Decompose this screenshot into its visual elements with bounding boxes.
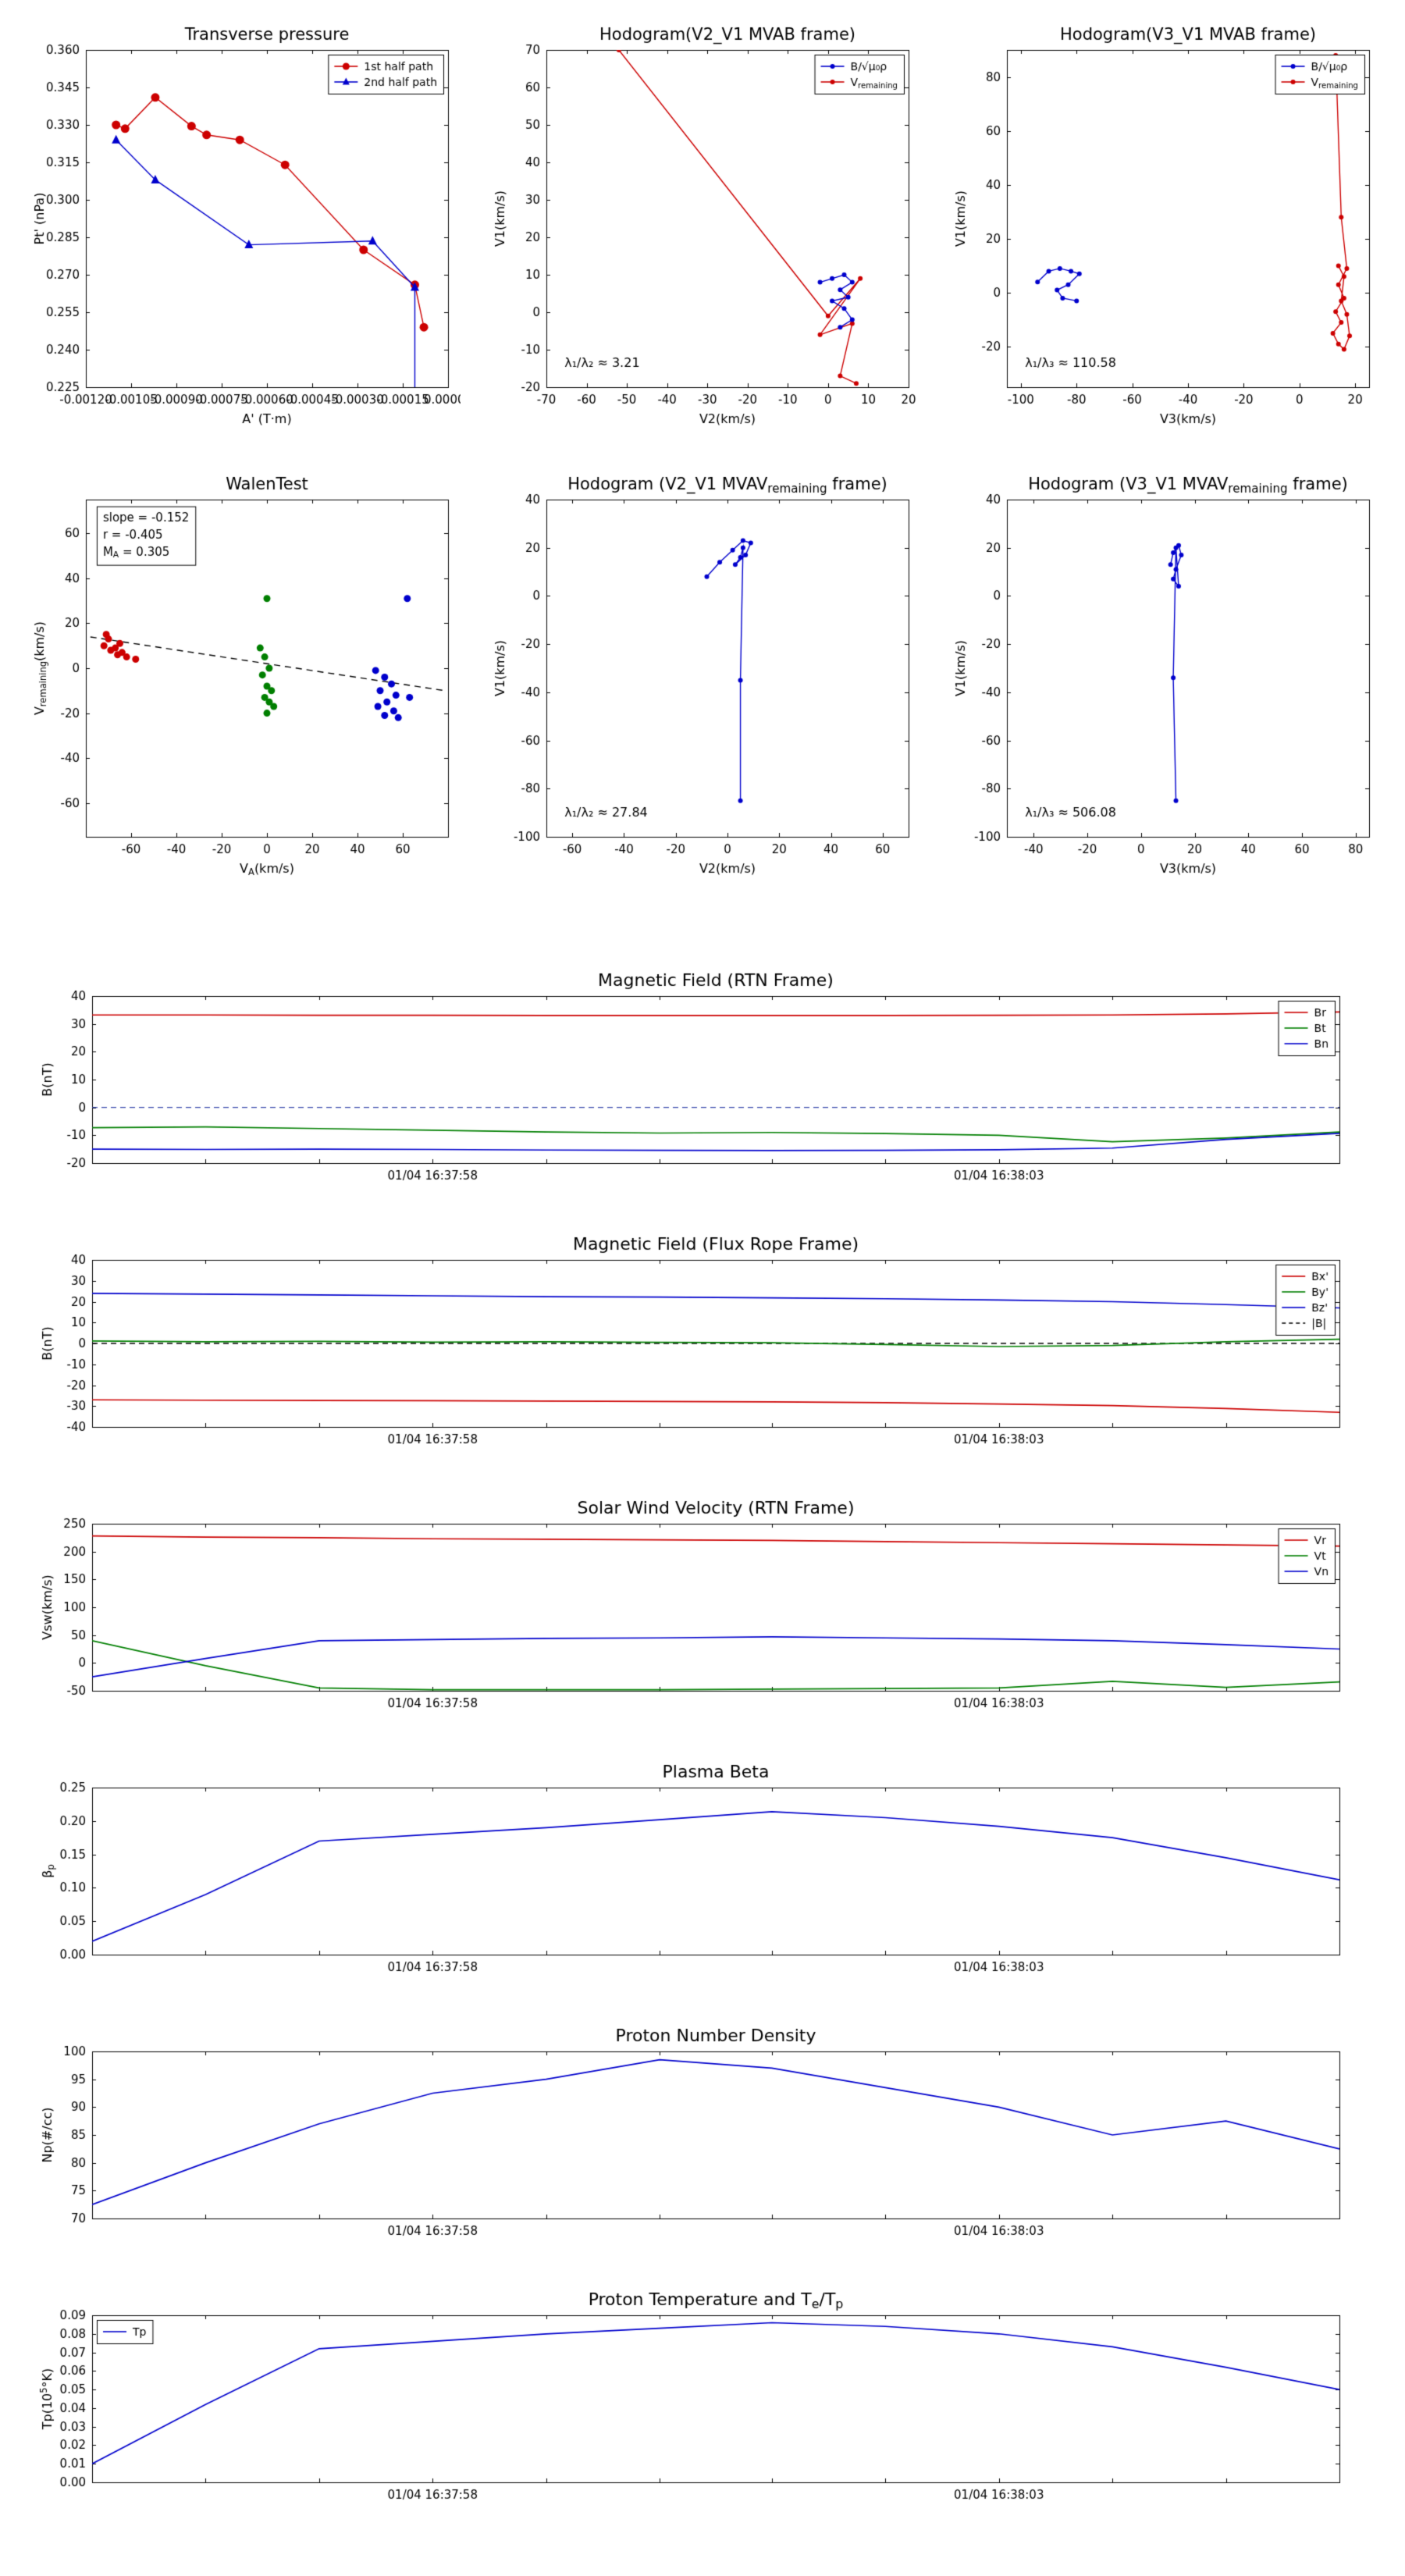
hodogram-v3v1-mvav-canvas: [944, 464, 1382, 885]
hodogram-v3v1-mvab-canvas: [944, 14, 1382, 436]
panel-magnetic-field-rtn: [0, 970, 1405, 1196]
figure-page: [0, 14, 1405, 2515]
plot-hodogram-v2v1-mvav: [484, 464, 921, 885]
magnetic-field-rtn-canvas: [23, 970, 1382, 1196]
transverse-pressure-canvas: [23, 14, 461, 436]
plot-hodogram-v2v1-mvab: [484, 14, 921, 436]
walen-test-canvas: [23, 464, 461, 885]
panel-plasma-beta: [0, 1761, 1405, 1987]
plot-transverse-pressure: [23, 14, 461, 436]
plasma-beta-canvas: [23, 1761, 1382, 1987]
top-plot-row-1: [0, 14, 1405, 436]
proton-temperature-canvas: [23, 2289, 1382, 2515]
magnetic-field-flux-rope-canvas: [23, 1233, 1382, 1460]
hodogram-v2v1-mvab-canvas: [484, 14, 921, 436]
panel-proton-temperature: [0, 2289, 1405, 2515]
top-plot-row-2: [0, 464, 1405, 885]
panel-magnetic-field-flux-rope: [0, 1233, 1405, 1460]
plot-hodogram-v3v1-mvav: [944, 464, 1382, 885]
time-series-panels: [0, 970, 1405, 2515]
plot-walen-test: [23, 464, 461, 885]
plot-hodogram-v3v1-mvab: [944, 14, 1382, 436]
panel-proton-density: [0, 2025, 1405, 2251]
proton-density-canvas: [23, 2025, 1382, 2251]
solar-wind-velocity-canvas: [23, 1497, 1382, 1724]
hodogram-v2v1-mvav-canvas: [484, 464, 921, 885]
panel-solar-wind-velocity: [0, 1497, 1405, 1724]
